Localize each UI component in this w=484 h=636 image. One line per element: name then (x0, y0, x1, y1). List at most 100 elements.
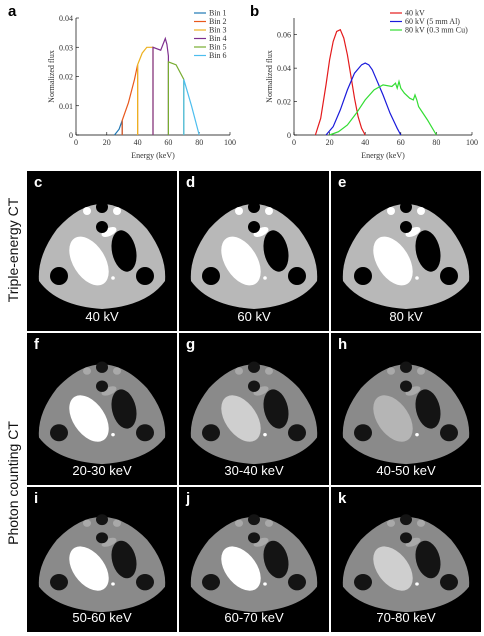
large-insert (69, 546, 109, 591)
ct-tile: e 80 kV (331, 171, 481, 331)
hole-mid (400, 380, 412, 392)
row-label-photon-text: Photon counting CT (5, 421, 21, 545)
ct-panel-letter: f (34, 336, 39, 353)
dot-insert (263, 432, 267, 437)
hole-right (440, 574, 458, 591)
small-insert (387, 519, 395, 527)
hole-mid (96, 532, 108, 544)
x-tick-label: 100 (466, 138, 478, 147)
hole-right (440, 424, 458, 442)
phantom-image (38, 514, 166, 613)
plot-a: a 0 20 40 60 80 100 0 0.01 0.02 0.03 0.04 Energy (ke… (0, 0, 242, 168)
phantom-image (38, 201, 166, 309)
ct-panel-letter: i (34, 490, 39, 507)
dot-insert (415, 582, 419, 586)
small-insert (83, 367, 91, 375)
small-insert (83, 519, 91, 527)
plot-b-svg: b 0 20 40 60 80 100 0 0.02 0.04 0.06 Energy (keV) No… (250, 3, 478, 160)
ct-caption: 60 kV (237, 309, 271, 324)
x-tick-label: 80 (432, 138, 440, 147)
hole-mid (248, 380, 260, 392)
small-insert (387, 367, 395, 375)
legend-label: Bin 3 (209, 26, 227, 35)
ct-tile: k 70-80 keV (331, 487, 481, 632)
x-tick-label: 0 (292, 138, 296, 147)
dark-insert (111, 389, 137, 429)
hole-mid (248, 532, 260, 544)
hole-right (136, 267, 154, 285)
hole-left (50, 574, 68, 591)
y-axis-label: Normalized flux (47, 50, 56, 103)
large-insert (221, 395, 261, 442)
ct-caption: 70-80 keV (376, 610, 436, 625)
dark-insert (111, 540, 137, 579)
phantom-image (190, 361, 318, 465)
series-line (183, 79, 200, 136)
hole-top (400, 201, 412, 213)
dark-insert (415, 389, 441, 429)
dot-insert (263, 582, 267, 586)
series-line (314, 28, 366, 136)
dot-insert (263, 276, 267, 280)
x-tick-label: 60 (397, 138, 405, 147)
small-insert (265, 519, 273, 527)
legend-label: 60 kV (5 mm Al) (405, 17, 460, 26)
ct-caption: 20-30 keV (72, 463, 132, 478)
series-line (114, 120, 123, 136)
ct-panel-letter: h (338, 336, 348, 353)
dot-insert (111, 432, 115, 437)
phantom-image (190, 201, 318, 309)
hole-top (96, 201, 108, 213)
x-tick-label: 80 (195, 138, 203, 147)
hole-left (202, 267, 220, 285)
ct-caption: 30-40 keV (224, 463, 284, 478)
hole-top (96, 361, 108, 373)
legend-label: 40 kV (405, 9, 425, 18)
x-tick-label: 60 (164, 138, 172, 147)
hole-top (96, 514, 108, 526)
hole-right (288, 267, 306, 285)
hole-left (202, 574, 220, 591)
small-insert (417, 367, 425, 375)
ct-caption: 80 kV (389, 309, 423, 324)
dark-insert (111, 230, 137, 272)
x-tick-label: 0 (74, 138, 78, 147)
series-line (152, 36, 169, 135)
row-label-photon: Photon counting CT (0, 333, 26, 633)
legend-label: Bin 6 (209, 51, 227, 60)
y-tick-label: 0.01 (59, 102, 73, 111)
hole-right (136, 424, 154, 442)
small-insert (265, 207, 273, 215)
ct-caption: 40-50 keV (376, 463, 436, 478)
hole-right (288, 424, 306, 442)
ct-tile: j 60-70 keV (179, 487, 329, 632)
legend-label: Bin 4 (209, 34, 227, 43)
small-insert (113, 519, 121, 527)
small-insert (235, 367, 243, 375)
hole-top (248, 201, 260, 213)
hole-top (248, 514, 260, 526)
phantom-image (342, 514, 470, 613)
dot-insert (111, 276, 115, 280)
y-tick-label: 0 (287, 131, 291, 140)
hole-mid (96, 380, 108, 392)
large-insert (373, 546, 413, 591)
large-insert (69, 236, 109, 286)
large-insert (221, 236, 261, 286)
large-insert (373, 236, 413, 286)
ct-tile: g 30-40 keV (179, 333, 329, 485)
hole-left (354, 424, 372, 442)
ct-panel-letter: g (186, 336, 196, 353)
dot-insert (415, 276, 419, 280)
small-insert (235, 207, 243, 215)
series-line (167, 61, 185, 135)
ct-panel-letter: c (34, 174, 43, 191)
ct-tile: h 40-50 keV (331, 333, 481, 485)
hole-right (440, 267, 458, 285)
hole-mid (400, 221, 412, 233)
ct-tile: c 40 kV (27, 171, 177, 331)
series-line (325, 62, 402, 136)
ct-caption: 60-70 keV (224, 610, 284, 625)
ct-panel-letter: j (186, 490, 191, 507)
small-insert (113, 367, 121, 375)
